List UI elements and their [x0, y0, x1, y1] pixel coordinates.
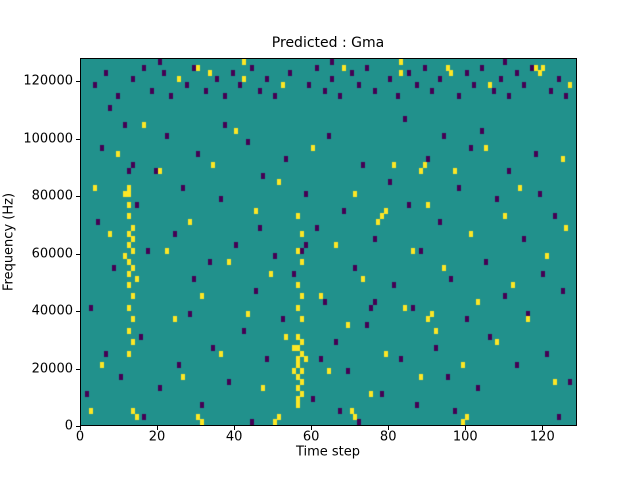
x-axis-label: Time step — [295, 444, 361, 460]
y-tick-label: 100000 — [23, 131, 73, 146]
plot-area — [80, 58, 577, 426]
y-tick-label: 120000 — [23, 73, 73, 89]
x-tick-mark — [311, 426, 313, 430]
x-tick-label: 40 — [225, 429, 243, 445]
x-tick-label: 80 — [379, 429, 397, 445]
y-axis-label: Frequency (Hz) — [1, 192, 17, 292]
y-tick-mark — [76, 138, 80, 140]
x-tick-mark — [80, 426, 81, 430]
x-tick-label: 20 — [148, 429, 166, 445]
x-tick-mark — [157, 426, 159, 430]
x-tick-mark — [388, 426, 390, 430]
y-tick-mark — [76, 311, 80, 312]
y-tick-label: 60000 — [31, 246, 73, 261]
x-tick-label: 120 — [529, 429, 555, 445]
y-tick-mark — [76, 196, 80, 197]
y-tick-label: 20000 — [31, 361, 73, 376]
chart-title: Predicted : Gma — [271, 35, 385, 51]
y-tick-label: 0 — [64, 418, 73, 434]
x-tick-mark — [542, 426, 544, 430]
x-tick-label: 60 — [302, 429, 320, 445]
y-tick-label: 40000 — [31, 303, 73, 319]
y-tick-mark — [76, 426, 80, 427]
y-tick-label: 80000 — [31, 188, 73, 204]
x-tick-mark — [234, 426, 236, 430]
y-tick-mark — [76, 253, 80, 255]
heatmap-canvas — [81, 59, 576, 425]
y-tick-mark — [76, 368, 80, 370]
y-tick-mark — [76, 81, 80, 82]
x-tick-label: 0 — [75, 429, 85, 445]
x-tick-label: 100 — [452, 429, 478, 445]
x-tick-mark — [465, 426, 467, 430]
